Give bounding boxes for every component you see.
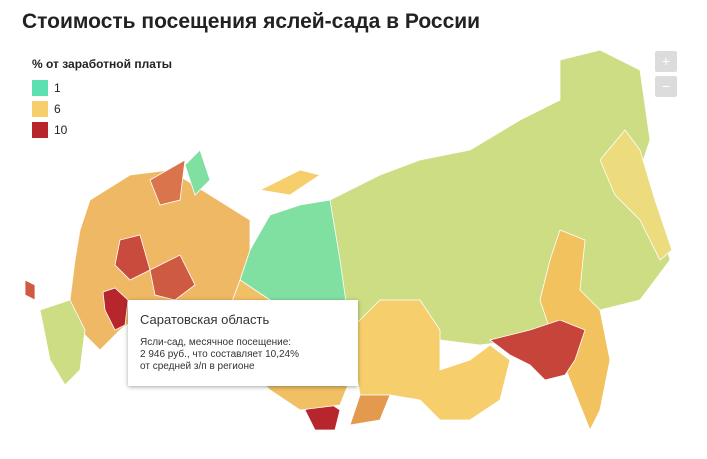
- legend-label: 1: [54, 80, 61, 95]
- region: [184, 149, 211, 196]
- region: [114, 234, 151, 281]
- legend-label: 6: [54, 101, 61, 116]
- legend: % от заработной платы 1 6 10: [32, 57, 172, 140]
- legend-title: % от заработной платы: [32, 57, 173, 71]
- tooltip: Саратовская область Ясли-сад, месячное п…: [128, 300, 358, 386]
- legend-item: 1: [32, 77, 172, 98]
- region: [489, 319, 586, 381]
- region: [102, 287, 129, 331]
- region: [39, 299, 86, 386]
- tooltip-line: от средней з/п в регионе: [140, 361, 255, 372]
- legend-swatch: [32, 121, 48, 138]
- title: Стоимость посещения яслей-сада в России: [22, 10, 481, 33]
- region: [258, 169, 321, 196]
- region: [349, 394, 391, 426]
- region: [149, 159, 186, 206]
- legend-item: 10: [32, 119, 172, 140]
- region: [599, 129, 673, 261]
- tooltip-line: Ясли-сад, месячное посещение:: [140, 337, 292, 348]
- zoom-out[interactable]: −: [655, 76, 677, 97]
- tooltip-line: 2 946 руб., что составляет 10,24%: [140, 349, 299, 360]
- region: [24, 279, 36, 301]
- legend-label: 10: [54, 122, 68, 137]
- zoom-in[interactable]: +: [655, 51, 677, 72]
- region: [349, 299, 511, 421]
- region: [149, 254, 196, 301]
- legend-swatch: [32, 79, 48, 96]
- legend-swatch: [32, 100, 48, 117]
- legend-item: 6: [32, 98, 172, 119]
- tooltip-title: Саратовская область: [140, 312, 270, 327]
